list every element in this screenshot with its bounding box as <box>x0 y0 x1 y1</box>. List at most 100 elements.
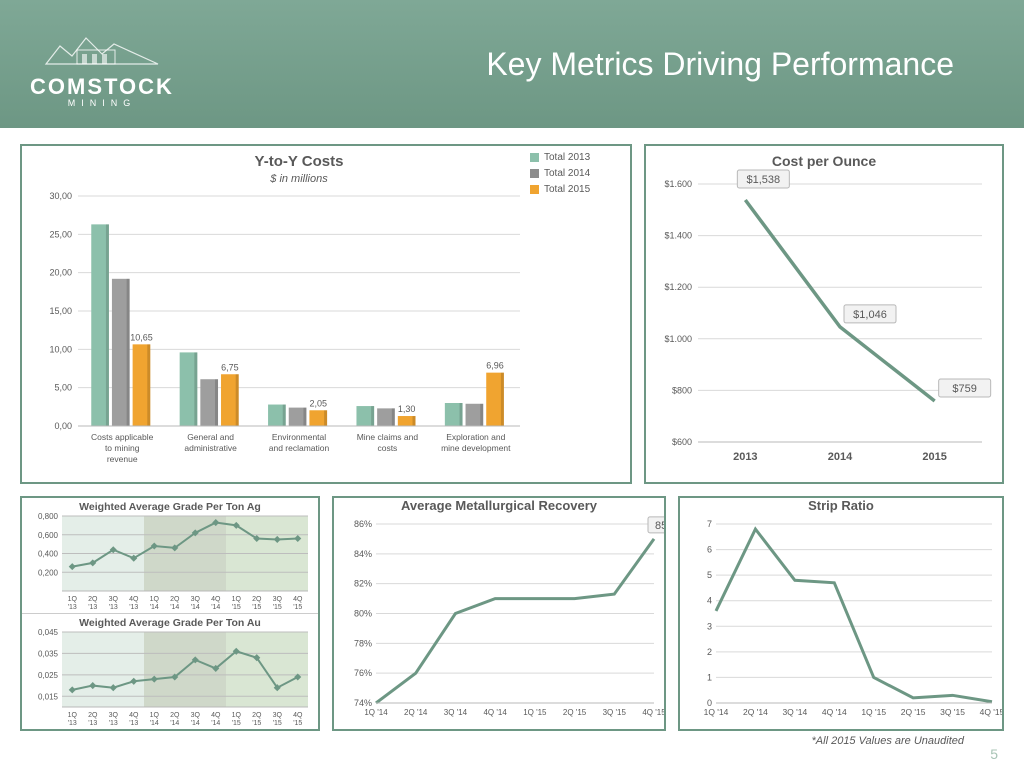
svg-text:2Q: 2Q <box>88 712 98 719</box>
svg-text:2Q '14: 2Q '14 <box>743 707 768 717</box>
svg-text:'13: '13 <box>68 720 77 727</box>
svg-text:6: 6 <box>707 545 712 555</box>
svg-text:Total 2015: Total 2015 <box>544 184 591 195</box>
svg-text:1Q: 1Q <box>232 712 242 719</box>
svg-text:2013: 2013 <box>733 451 757 463</box>
svg-text:0,015: 0,015 <box>38 692 59 701</box>
svg-text:0,00: 0,00 <box>54 421 72 431</box>
svg-text:'14: '14 <box>211 604 220 611</box>
svg-text:5: 5 <box>707 570 712 580</box>
logo-text: COMSTOCK <box>30 76 174 98</box>
svg-text:Weighted Average Grade Per Ton: Weighted Average Grade Per Ton Au <box>79 617 261 629</box>
svg-text:0,045: 0,045 <box>38 628 59 637</box>
svg-text:0,200: 0,200 <box>38 568 59 577</box>
footer-note: *All 2015 Values are Unaudited <box>0 731 1024 747</box>
svg-text:7: 7 <box>707 519 712 529</box>
svg-text:2Q: 2Q <box>170 596 180 603</box>
svg-text:1Q: 1Q <box>232 596 242 603</box>
svg-text:2Q: 2Q <box>88 596 98 603</box>
svg-text:2Q: 2Q <box>170 712 180 719</box>
svg-text:to mining: to mining <box>105 443 140 453</box>
logo-subtext: MINING <box>68 98 137 108</box>
svg-text:3Q '14: 3Q '14 <box>444 708 468 717</box>
svg-text:revenue: revenue <box>107 454 138 464</box>
svg-text:2Q: 2Q <box>252 712 262 719</box>
svg-text:4Q '15: 4Q '15 <box>980 707 1002 717</box>
svg-text:2015: 2015 <box>922 451 946 463</box>
svg-text:Total 2013: Total 2013 <box>544 152 591 163</box>
svg-text:$800: $800 <box>672 385 692 395</box>
svg-text:'13: '13 <box>129 604 138 611</box>
svg-text:15,00: 15,00 <box>49 306 72 316</box>
svg-text:$1.200: $1.200 <box>664 282 692 292</box>
svg-text:80%: 80% <box>354 609 372 619</box>
svg-text:10,65: 10,65 <box>130 332 153 342</box>
svg-text:1,30: 1,30 <box>398 404 416 414</box>
svg-text:4Q '14: 4Q '14 <box>822 707 847 717</box>
strip-ratio-chart: Strip Ratio012345671Q '142Q '143Q '144Q … <box>678 496 1004 731</box>
svg-text:4Q: 4Q <box>211 596 221 603</box>
svg-text:$1,538: $1,538 <box>747 174 781 186</box>
svg-text:1Q '15: 1Q '15 <box>523 708 547 717</box>
svg-text:'14: '14 <box>191 720 200 727</box>
page-number: 5 <box>990 746 998 762</box>
svg-text:0,400: 0,400 <box>38 550 59 559</box>
svg-text:'14: '14 <box>170 720 179 727</box>
svg-text:Environmental: Environmental <box>272 432 326 442</box>
svg-text:3: 3 <box>707 621 712 631</box>
svg-text:$759: $759 <box>952 383 976 395</box>
svg-text:'15: '15 <box>273 604 282 611</box>
svg-text:Strip Ratio: Strip Ratio <box>808 498 874 513</box>
svg-text:Exploration and: Exploration and <box>446 432 505 442</box>
svg-text:1: 1 <box>707 672 712 682</box>
svg-text:Average Metallurgical Recovery: Average Metallurgical Recovery <box>401 498 598 513</box>
svg-text:0,800: 0,800 <box>38 512 59 521</box>
svg-text:3Q: 3Q <box>109 596 119 603</box>
svg-text:$600: $600 <box>672 437 692 447</box>
svg-text:'15: '15 <box>293 720 302 727</box>
svg-text:$1.600: $1.600 <box>664 179 692 189</box>
page-title: Key Metrics Driving Performance <box>486 46 954 83</box>
svg-text:4Q: 4Q <box>293 712 303 719</box>
svg-text:3Q: 3Q <box>273 712 283 719</box>
svg-text:20,00: 20,00 <box>49 268 72 278</box>
svg-text:74%: 74% <box>354 698 372 708</box>
svg-text:$1.000: $1.000 <box>664 334 692 344</box>
svg-text:1Q '14: 1Q '14 <box>364 708 388 717</box>
svg-text:and reclamation: and reclamation <box>269 443 330 453</box>
svg-text:2014: 2014 <box>828 451 853 463</box>
cost-per-ounce-chart: Cost per Ounce$600$800$1.000$1.200$1.400… <box>644 144 1004 484</box>
logo-icon <box>37 21 167 76</box>
svg-text:1Q: 1Q <box>150 596 160 603</box>
svg-text:General and: General and <box>187 432 234 442</box>
svg-text:82%: 82% <box>354 579 372 589</box>
svg-text:mine development: mine development <box>441 443 511 453</box>
metallurgical-recovery-chart: Average Metallurgical Recovery74%76%78%8… <box>332 496 666 731</box>
svg-text:4Q: 4Q <box>211 712 221 719</box>
svg-text:'14: '14 <box>211 720 220 727</box>
svg-text:'13: '13 <box>88 720 97 727</box>
svg-text:1Q '15: 1Q '15 <box>861 707 886 717</box>
svg-text:'15: '15 <box>232 604 241 611</box>
svg-text:4Q: 4Q <box>293 596 303 603</box>
svg-text:'14: '14 <box>170 604 179 611</box>
svg-text:'13: '13 <box>68 604 77 611</box>
svg-text:78%: 78% <box>354 638 372 648</box>
svg-text:'15: '15 <box>293 604 302 611</box>
svg-text:administrative: administrative <box>184 443 237 453</box>
svg-text:10,00: 10,00 <box>49 344 72 354</box>
svg-text:2Q '14: 2Q '14 <box>404 708 428 717</box>
svg-text:'15: '15 <box>232 720 241 727</box>
svg-text:'14: '14 <box>150 604 159 611</box>
svg-text:3Q: 3Q <box>191 712 201 719</box>
svg-text:$1,046: $1,046 <box>853 309 887 321</box>
svg-text:'13: '13 <box>109 720 118 727</box>
svg-text:3Q: 3Q <box>191 596 201 603</box>
svg-text:1Q '14: 1Q '14 <box>704 707 729 717</box>
svg-text:3Q '14: 3Q '14 <box>782 707 807 717</box>
svg-text:4: 4 <box>707 596 712 606</box>
svg-text:Costs applicable: Costs applicable <box>91 432 154 442</box>
svg-text:4Q: 4Q <box>129 596 139 603</box>
svg-text:'13: '13 <box>129 720 138 727</box>
svg-text:'15: '15 <box>252 720 261 727</box>
